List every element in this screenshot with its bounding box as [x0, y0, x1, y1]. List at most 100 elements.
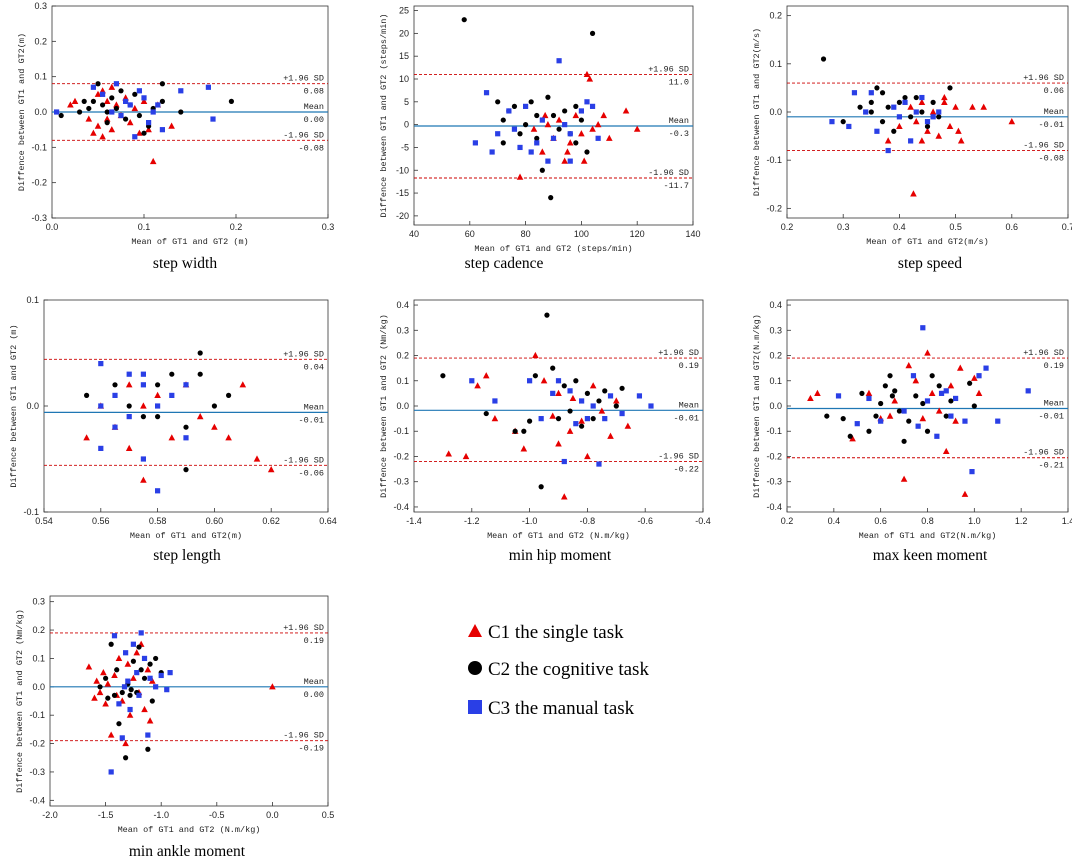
data-point-c2 [114, 667, 120, 673]
upper-loa-value: 11.0 [669, 77, 689, 87]
data-point-c2 [197, 371, 203, 377]
mean-value: -0.3 [669, 129, 689, 139]
mean-value: 0.00 [304, 115, 324, 125]
data-point-c1 [1008, 118, 1016, 125]
data-point-c1 [532, 351, 539, 359]
data-point-c2 [584, 390, 591, 396]
data-point-c1 [96, 688, 104, 696]
data-point-c3 [118, 112, 124, 119]
y-tick-label: 10 [399, 74, 409, 84]
plot-frame [49, 595, 329, 807]
data-point-c3 [962, 418, 968, 424]
data-point-c2 [857, 104, 863, 110]
data-point-c1 [491, 415, 499, 422]
data-point-c3 [896, 114, 902, 120]
data-point-c2 [123, 755, 129, 761]
data-point-c2 [924, 428, 931, 434]
x-axis-label: Mean of GT1 and GT2 (N.m/kg) [487, 531, 630, 541]
data-point-c3 [868, 90, 874, 96]
data-point-c3 [141, 655, 148, 662]
y-tick-label: -0.3 [31, 213, 47, 223]
y-axis-label: Diffence between GT1 and GT2 (m) [9, 324, 19, 487]
data-point-c3 [878, 418, 884, 424]
data-point-c2 [920, 400, 926, 407]
data-point-c1 [122, 739, 129, 747]
lower-loa-label: -1.96 SD [1023, 141, 1064, 151]
data-point-c1 [941, 93, 948, 101]
data-point-c2 [153, 655, 159, 662]
data-point-c2 [517, 131, 523, 137]
x-tick-label: 80 [521, 229, 531, 239]
data-point-c1 [540, 377, 548, 384]
data-point-c1 [140, 97, 148, 104]
x-tick-label: 1.0 [968, 516, 981, 526]
x-tick-label: 0.1 [138, 222, 151, 232]
x-tick-label: 0.8 [921, 516, 934, 526]
data-point-c2 [159, 81, 165, 87]
data-point-c2 [840, 119, 846, 125]
y-tick-label: 0.2 [396, 351, 409, 361]
lower-loa-label: -1.96 SD [283, 130, 324, 140]
data-point-c3 [976, 373, 982, 379]
x-axis-label: Mean of GT1 and GT2 (m) [131, 237, 248, 247]
data-point-c1 [83, 434, 90, 441]
data-point-c1 [900, 475, 908, 482]
data-point-c1 [924, 127, 931, 134]
data-point-c1 [94, 122, 102, 129]
data-point-c2 [111, 692, 118, 698]
x-tick-label: 0.5 [949, 222, 962, 232]
data-point-c3 [112, 424, 118, 430]
data-point-c1 [102, 700, 109, 707]
data-point-c1 [168, 434, 176, 441]
x-tick-label: -1.4 [406, 516, 422, 526]
plot-frame [786, 299, 1069, 513]
data-point-c3 [178, 88, 184, 94]
data-point-c1 [955, 127, 962, 134]
data-point-c3 [119, 735, 125, 741]
lower-loa-label: -1.96 SD [648, 168, 689, 178]
data-point-c1 [544, 121, 552, 128]
data-point-c3 [924, 398, 931, 404]
data-point-c2 [913, 94, 919, 101]
data-point-c2 [971, 403, 977, 409]
data-point-c3 [125, 678, 131, 684]
data-point-c1 [564, 148, 571, 155]
data-point-c1 [928, 389, 936, 396]
data-point-c1 [474, 382, 481, 389]
data-point-c1 [555, 389, 562, 396]
y-axis-label: Diffence between GT1 and GT2 (steps/min) [379, 13, 389, 217]
data-point-c3 [863, 109, 869, 115]
data-point-c3 [127, 706, 133, 713]
data-point-c1 [141, 705, 148, 713]
data-point-c1 [516, 173, 524, 180]
data-point-c1 [566, 139, 574, 146]
data-point-c2 [948, 398, 954, 404]
plot-frame [413, 5, 694, 226]
legend-label-c2: C2 the cognitive task [488, 659, 649, 680]
x-tick-label: 0.3 [837, 222, 850, 232]
data-point-c2 [483, 410, 489, 417]
x-tick-label: 1.4 [1062, 516, 1072, 526]
data-point-c2 [896, 99, 903, 105]
data-point-c3 [866, 395, 872, 402]
y-tick-label: 0.2 [769, 11, 782, 21]
data-point-c2 [567, 408, 573, 414]
data-point-c3 [902, 99, 908, 105]
y-tick-label: 0.3 [769, 325, 782, 335]
x-tick-label: 0.60 [206, 516, 224, 526]
data-point-c2 [847, 433, 853, 439]
data-point-c3 [578, 108, 584, 114]
data-point-c2 [123, 116, 129, 122]
data-point-c2 [132, 91, 138, 97]
y-tick-label: 0 [404, 120, 409, 130]
chart-panel-2: 40 60 80 100 120 140 -20 -15 -10 -5 0 5 10 15 20 25 +1.9… [379, 6, 701, 272]
data-point-c1 [589, 382, 597, 389]
data-point-c1 [952, 417, 959, 424]
data-point-c1 [891, 397, 899, 404]
data-point-c3 [567, 388, 573, 394]
data-point-c3 [596, 461, 602, 467]
data-point-c3 [517, 144, 523, 151]
mean-label: Mean [679, 400, 699, 410]
data-point-c3 [205, 84, 211, 90]
data-point-c3 [159, 127, 165, 133]
